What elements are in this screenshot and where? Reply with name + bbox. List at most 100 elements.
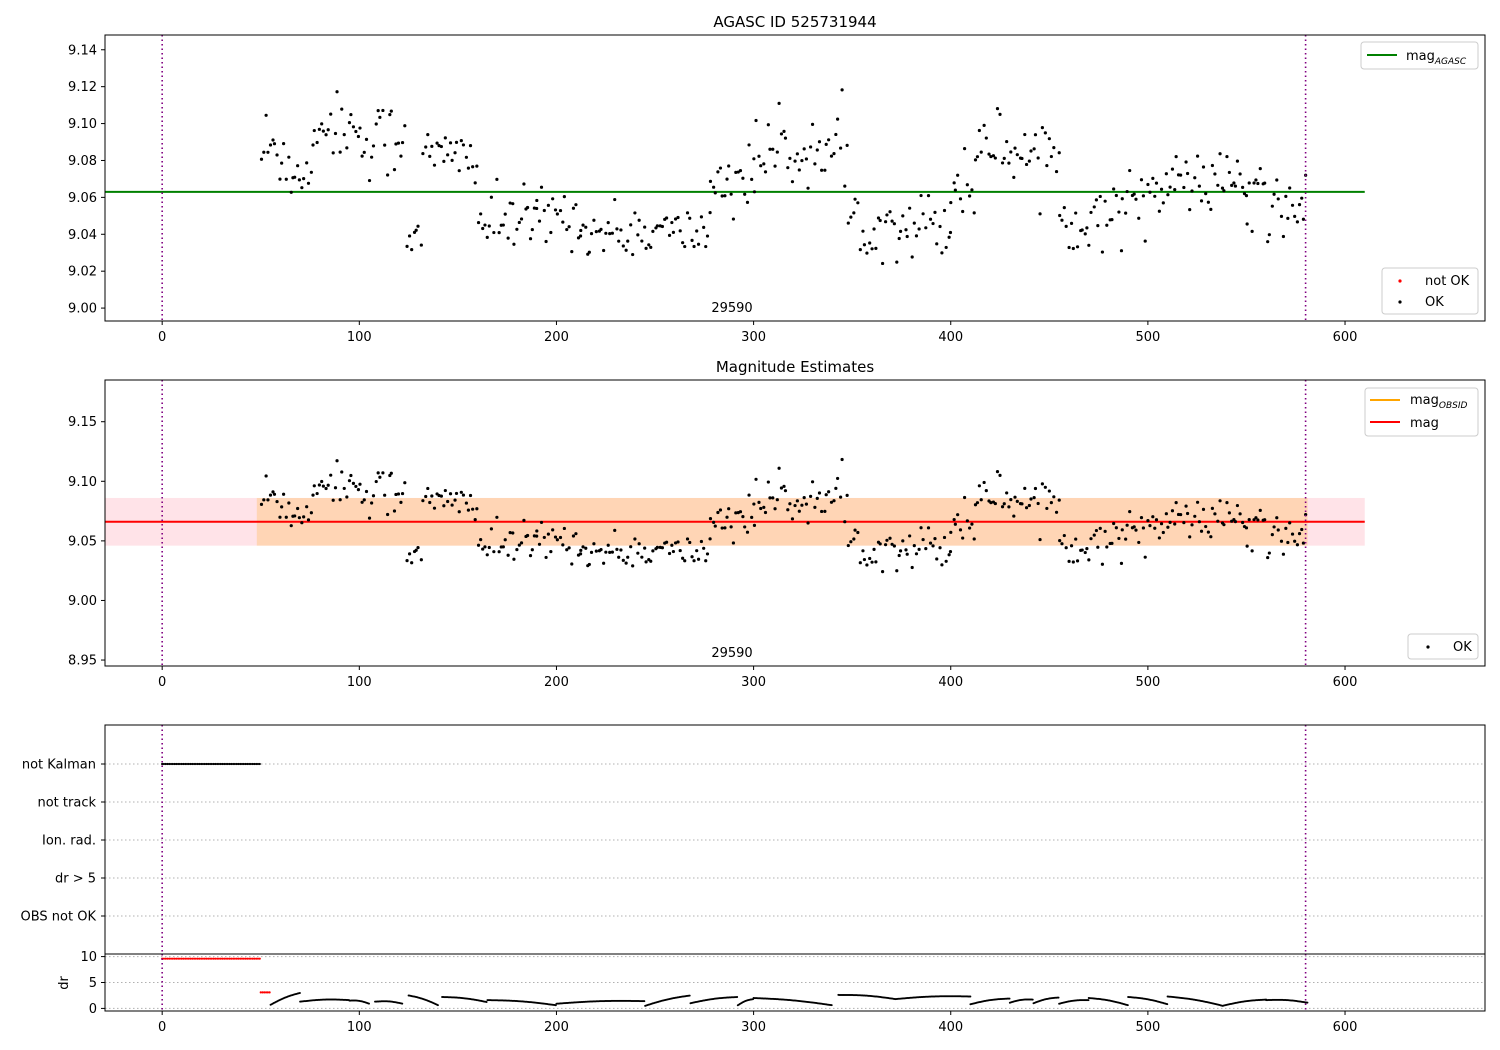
ok-point bbox=[1038, 212, 1042, 216]
x-tick-label: 0 bbox=[158, 330, 166, 345]
flag-point bbox=[249, 762, 252, 766]
ok-point bbox=[1252, 181, 1256, 185]
ok-point bbox=[522, 182, 526, 186]
dr-red-point bbox=[169, 957, 173, 960]
ok-point bbox=[1256, 518, 1260, 522]
ok-point bbox=[1033, 133, 1038, 137]
ok-point bbox=[271, 138, 275, 142]
ok-point bbox=[636, 233, 640, 237]
dr-point bbox=[485, 1001, 488, 1004]
ok-point bbox=[287, 155, 291, 159]
ok-point bbox=[1161, 530, 1165, 535]
ok-point bbox=[1263, 518, 1267, 522]
ok-point bbox=[949, 530, 953, 534]
ok-point bbox=[912, 544, 916, 548]
flag-point bbox=[198, 762, 201, 766]
ok-point bbox=[608, 231, 612, 236]
flag-point bbox=[164, 762, 167, 766]
flag-point bbox=[256, 762, 260, 766]
ok-point bbox=[508, 201, 512, 205]
y-tick-label: 8.95 bbox=[68, 654, 97, 669]
ok-point bbox=[878, 218, 882, 223]
ok-point bbox=[428, 154, 432, 158]
ok-point bbox=[1293, 214, 1297, 218]
ok-point bbox=[381, 471, 385, 475]
ok-point bbox=[579, 228, 583, 233]
agasc-legend-upper[interactable]: magAGASC bbox=[1360, 41, 1479, 70]
ok-point bbox=[610, 231, 614, 235]
ok-point bbox=[924, 226, 928, 230]
ok-point bbox=[977, 128, 981, 133]
ok-point bbox=[613, 197, 617, 202]
dr-red-point bbox=[198, 957, 201, 960]
ok-point bbox=[362, 150, 366, 154]
dr-point bbox=[1087, 999, 1090, 1002]
ok-point bbox=[280, 505, 284, 509]
ok-point bbox=[910, 565, 914, 570]
ok-point bbox=[553, 208, 558, 212]
ok-point bbox=[374, 122, 378, 126]
ok-point bbox=[688, 216, 692, 220]
ok-point bbox=[1190, 523, 1194, 527]
ok-point bbox=[1247, 181, 1251, 185]
ok-point bbox=[450, 503, 454, 507]
ok-point bbox=[414, 548, 418, 552]
ok-point bbox=[1266, 240, 1270, 244]
ok-point bbox=[788, 502, 792, 506]
ok-point bbox=[1043, 131, 1047, 135]
ok-point bbox=[944, 559, 948, 563]
ok-point bbox=[947, 235, 951, 239]
ok-point bbox=[849, 215, 853, 219]
ok-point bbox=[356, 134, 361, 139]
ok-point bbox=[777, 101, 781, 105]
ok-point bbox=[1085, 226, 1089, 230]
ok-point bbox=[487, 224, 491, 228]
ok-point bbox=[673, 217, 678, 221]
flag-point bbox=[180, 762, 183, 766]
ok-point bbox=[853, 528, 857, 532]
ok-point bbox=[846, 221, 850, 225]
ok-point bbox=[1235, 503, 1240, 508]
ok-point bbox=[1075, 559, 1080, 563]
ok-point bbox=[1069, 544, 1074, 548]
ok-point bbox=[1132, 525, 1136, 529]
magnitude-legend-lower[interactable]: OK bbox=[1407, 633, 1479, 660]
ok-point bbox=[1188, 535, 1192, 539]
ok-point bbox=[768, 147, 772, 151]
ok-point bbox=[271, 490, 275, 494]
ok-point bbox=[309, 170, 313, 174]
dr-point bbox=[643, 1000, 646, 1003]
dr-red-point bbox=[173, 957, 176, 960]
ok-point bbox=[952, 517, 956, 522]
ok-point bbox=[1153, 526, 1157, 530]
ok-point bbox=[1007, 505, 1011, 509]
ok-point bbox=[1190, 189, 1194, 193]
ok-point bbox=[562, 195, 566, 199]
ok-point bbox=[651, 229, 655, 233]
ok-point bbox=[832, 152, 836, 156]
flag-point bbox=[177, 762, 180, 766]
legend-mag-label: mag bbox=[1410, 416, 1439, 431]
ok-point bbox=[1161, 201, 1165, 205]
ok-point bbox=[1193, 176, 1197, 180]
ok-point bbox=[685, 211, 690, 215]
ok-point bbox=[364, 489, 369, 494]
ok-point bbox=[443, 488, 447, 493]
magnitude-legend-upper[interactable]: magOBSID mag bbox=[1364, 387, 1479, 437]
ok-point bbox=[282, 142, 286, 146]
y-tick-label: 9.15 bbox=[68, 415, 97, 430]
ok-point bbox=[763, 170, 768, 174]
ok-point bbox=[1105, 223, 1109, 227]
ok-point bbox=[1020, 502, 1024, 506]
ok-point bbox=[621, 244, 625, 248]
ok-point bbox=[1166, 193, 1170, 197]
ok-point bbox=[275, 153, 279, 157]
y-tick-label: 9.06 bbox=[68, 191, 97, 206]
ok-point bbox=[567, 225, 571, 229]
ok-point bbox=[1281, 552, 1286, 556]
ok-point bbox=[1052, 495, 1056, 499]
ok-point bbox=[275, 499, 279, 504]
ok-point bbox=[501, 223, 505, 227]
ok-point bbox=[1002, 156, 1006, 160]
agasc-legend-lower[interactable]: not OK OK bbox=[1381, 267, 1479, 315]
